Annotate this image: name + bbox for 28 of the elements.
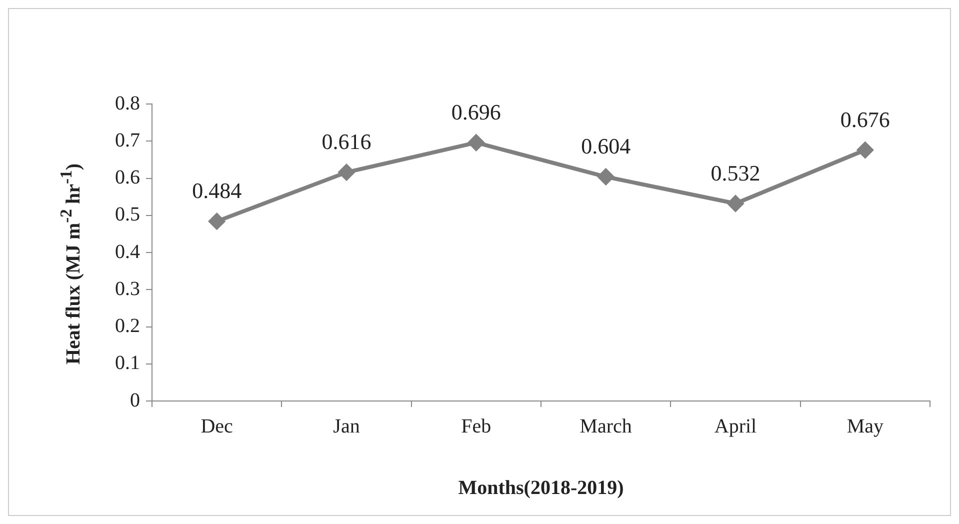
x-tick-label: April: [714, 415, 758, 438]
x-tick-label: May: [846, 415, 884, 438]
data-label: 0.532: [710, 160, 760, 186]
point: [728, 195, 744, 212]
y-tick-label: 0.6: [115, 166, 140, 188]
y-tick-label: 0.7: [115, 129, 140, 152]
y-tick-label: 0.4: [115, 240, 140, 263]
y-tick-label: 0.3: [115, 278, 140, 300]
data-label: 0.696: [451, 99, 501, 124]
point: [338, 164, 354, 180]
x-tick-label: Feb: [461, 415, 492, 438]
y-tick-label: 0.5: [115, 204, 140, 226]
x-tick-label: March: [580, 415, 632, 438]
point: [598, 168, 614, 185]
x-tick-label: Dec: [200, 415, 234, 438]
y-tick-label: 0.8: [115, 92, 140, 114]
point: [857, 142, 874, 158]
point: [208, 213, 225, 230]
data-label: 0.676: [840, 106, 890, 132]
data-label: 0.484: [192, 178, 242, 204]
data-label: 0.616: [322, 129, 372, 154]
x-tick-label: Jan: [333, 415, 360, 438]
point: [468, 134, 484, 151]
y-tick-label: 0.1: [115, 352, 140, 374]
y-tick-label: 0.2: [115, 315, 140, 337]
x-axis-title: Months(2018-2019): [458, 477, 624, 500]
y-tick-label: 0: [130, 389, 140, 412]
data-label: 0.604: [581, 134, 631, 159]
